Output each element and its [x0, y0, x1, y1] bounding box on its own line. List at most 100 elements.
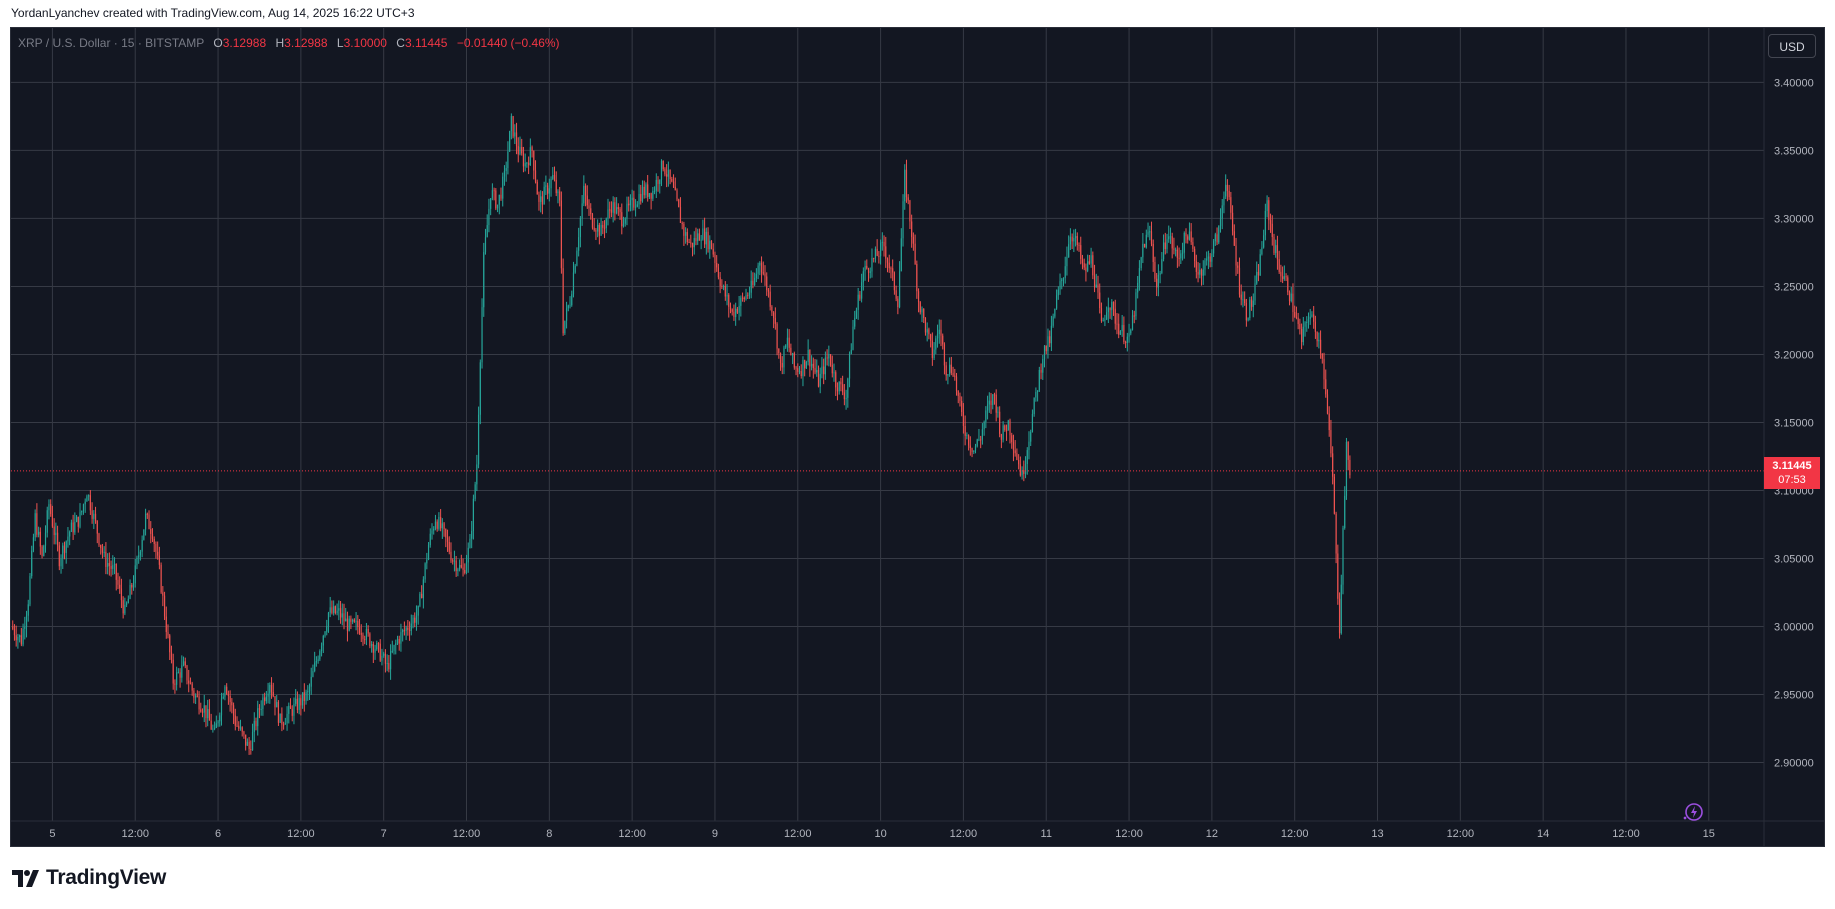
candle-body	[1168, 236, 1170, 240]
candle-body	[55, 532, 57, 536]
candle-body	[528, 162, 530, 166]
candle-body	[590, 208, 592, 215]
candle-body	[1175, 249, 1177, 251]
candle-body	[603, 227, 606, 229]
candle-body	[415, 615, 418, 623]
price-chart[interactable]: 3.40000 3.35000 3.30000 3.25000 3.20000 3.150…	[11, 28, 1824, 846]
candle-body	[521, 146, 523, 154]
candle-body	[507, 151, 509, 169]
candle-body	[800, 371, 802, 377]
candle-body	[395, 643, 397, 646]
candle-body	[790, 347, 792, 356]
candle-body	[1261, 247, 1263, 255]
candle-body	[177, 672, 179, 674]
candle-body	[272, 691, 274, 697]
chart-pane[interactable]: 3.40000 3.35000 3.30000 3.25000 3.20000 3.150…	[10, 27, 1825, 847]
candle-body	[201, 711, 204, 713]
candle-body	[1307, 318, 1310, 322]
candle-body	[793, 353, 795, 368]
candle-body	[591, 214, 594, 228]
candle-body	[595, 230, 597, 232]
candle-body	[938, 329, 940, 335]
candle-body	[1040, 369, 1042, 373]
candle-body	[728, 294, 730, 307]
symbol-legend[interactable]: XRP / U.S. Dollar · 15 · BITSTAMP O3.129…	[18, 36, 560, 50]
candle-body	[377, 643, 380, 645]
candle-body	[924, 318, 927, 333]
y-tick-label: 3.05000	[1774, 553, 1814, 565]
candle-body	[1026, 450, 1028, 465]
legend-high-value: 3.12988	[284, 36, 328, 50]
candle-body	[41, 546, 43, 556]
candle-body	[132, 583, 135, 588]
candle-body	[824, 357, 826, 375]
candle-body	[1102, 320, 1104, 322]
candle-body	[56, 532, 59, 546]
candle-body	[993, 394, 996, 396]
candle-body	[496, 204, 499, 209]
candle-body	[381, 655, 383, 661]
candle-body	[1219, 218, 1222, 227]
candle-body	[1137, 282, 1139, 293]
candle-body	[1278, 259, 1280, 272]
candle-body	[1316, 331, 1318, 342]
legend-low-label: L	[336, 36, 344, 50]
candle-body	[200, 709, 202, 712]
candle-body	[947, 374, 949, 376]
candle-body	[1099, 292, 1101, 309]
candle-body	[396, 638, 399, 644]
candle-body	[1244, 299, 1246, 304]
candle-body	[1295, 316, 1298, 318]
chart-credit: YordanLyanchev created with TradingView.…	[11, 6, 415, 20]
candle-body	[817, 370, 820, 387]
candle-body	[298, 698, 300, 711]
candle-body	[888, 262, 890, 269]
candle-body	[288, 705, 290, 714]
candle-body	[1176, 249, 1178, 258]
candle-body	[717, 267, 720, 278]
currency-button[interactable]: USD	[1768, 34, 1816, 58]
candle-body	[402, 630, 404, 633]
candle-body	[98, 533, 100, 545]
candle-body	[1211, 253, 1213, 262]
candle-body	[1349, 459, 1351, 476]
candle-body	[579, 218, 581, 238]
candle-body	[836, 387, 839, 392]
candle-body	[1002, 425, 1004, 440]
candle-body	[1135, 292, 1137, 317]
candle-body	[1142, 243, 1144, 258]
candle-body	[329, 607, 331, 613]
lightning-replay-icon[interactable]	[1681, 800, 1705, 824]
candle-body	[869, 271, 871, 273]
candle-body	[1042, 359, 1044, 373]
candle-body	[348, 618, 350, 631]
candle-body	[674, 186, 676, 191]
candle-body	[559, 191, 561, 201]
candle-body	[300, 698, 302, 706]
candle-body	[1169, 236, 1172, 238]
candle-body	[422, 579, 424, 599]
candle-body	[1264, 210, 1266, 236]
candle-body	[334, 606, 336, 614]
candle-body	[902, 201, 904, 239]
candle-body	[338, 608, 340, 611]
legend-close-label: C	[396, 36, 405, 50]
candle-body	[301, 692, 304, 706]
candle-body	[327, 612, 330, 627]
candle-body	[1319, 339, 1322, 354]
candle-body	[1237, 265, 1239, 268]
candle-body	[959, 395, 961, 401]
candle-body	[1223, 196, 1225, 206]
candle-body	[357, 620, 359, 627]
x-tick-label: 12:00	[618, 828, 646, 840]
tradingview-brand[interactable]: TradingView	[12, 866, 166, 890]
candle-body	[555, 179, 557, 194]
candle-body	[609, 209, 611, 211]
candle-body	[96, 520, 98, 534]
candle-body	[1259, 254, 1261, 276]
candle-body	[1149, 231, 1151, 233]
candle-body	[762, 272, 764, 274]
candle-body	[151, 533, 154, 539]
legend-change: −0.01440 (−0.46%)	[456, 36, 560, 50]
candle-body	[781, 362, 783, 368]
